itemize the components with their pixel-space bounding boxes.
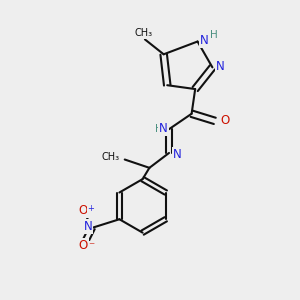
Text: O: O: [79, 204, 88, 217]
Text: N: N: [84, 220, 93, 233]
Text: O: O: [79, 238, 88, 252]
Text: N: N: [200, 34, 209, 47]
Text: N: N: [216, 60, 225, 73]
Text: +: +: [87, 204, 94, 213]
Text: H: H: [210, 30, 218, 40]
Text: ⁻: ⁻: [88, 241, 94, 254]
Text: N: N: [159, 122, 168, 135]
Text: CH₃: CH₃: [135, 28, 153, 38]
Text: O: O: [220, 114, 230, 127]
Text: H: H: [155, 124, 163, 134]
Text: N: N: [172, 148, 181, 161]
Text: CH₃: CH₃: [102, 152, 120, 162]
